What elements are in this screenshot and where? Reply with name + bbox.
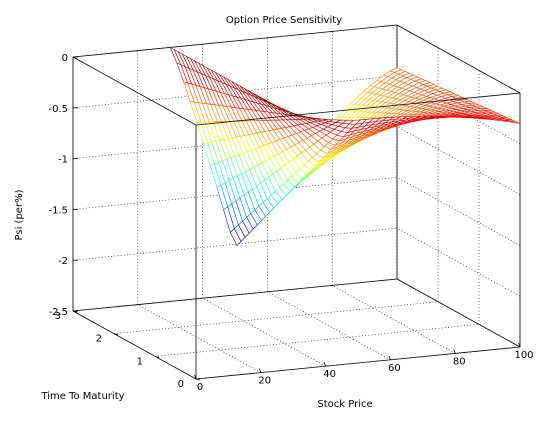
z-tick-label: -1 — [58, 155, 68, 166]
box-edge — [73, 279, 397, 311]
z-tick-label: -2 — [58, 256, 68, 267]
chart-title: Option Price Sensitivity — [226, 15, 342, 26]
floor-grid-line-x — [267, 292, 390, 360]
x-axis-line — [196, 347, 520, 379]
x-axis-label: Stock Price — [317, 399, 372, 410]
box-edge — [73, 57, 196, 125]
surface-mesh — [170, 47, 520, 245]
x-tick-label: 20 — [258, 376, 271, 387]
box-edge — [73, 25, 397, 57]
grid-lines — [73, 25, 520, 379]
x-tick-label: 0 — [197, 382, 203, 393]
floor-grid-line-y — [114, 302, 438, 334]
side-wall-grid-line-z — [397, 177, 520, 245]
z-tick-label: -0.5 — [48, 104, 68, 115]
box-edge — [397, 279, 520, 347]
z-tick-label: -2.5 — [48, 307, 68, 318]
y-tick-label: 1 — [137, 356, 143, 367]
y-tick-mark — [114, 334, 118, 335]
z-tick-label: -1.5 — [48, 205, 68, 216]
y-tick-mark — [196, 379, 200, 380]
side-wall-grid-line-z — [397, 228, 520, 296]
y-tick-label: 2 — [96, 334, 102, 345]
floor-grid-line-x — [138, 305, 261, 373]
floor-grid-line-x — [332, 285, 455, 353]
x-tick-label: 60 — [388, 363, 401, 374]
y-axis-label: Time To Maturity — [40, 391, 124, 402]
side-wall-grid-line-z — [397, 127, 520, 195]
z-tick-label: 0 — [62, 53, 68, 64]
x-tick-label: 80 — [453, 356, 466, 367]
y-axis-line — [73, 311, 196, 379]
x-tick-label: 100 — [514, 350, 533, 361]
floor-grid-line-x — [203, 298, 326, 366]
floor-grid-line-y — [155, 324, 479, 356]
y-tick-mark — [155, 356, 159, 357]
y-tick-label: 0 — [178, 379, 184, 390]
z-axis-label: Psi (per%) — [14, 189, 25, 240]
x-tick-label: 40 — [323, 369, 336, 380]
